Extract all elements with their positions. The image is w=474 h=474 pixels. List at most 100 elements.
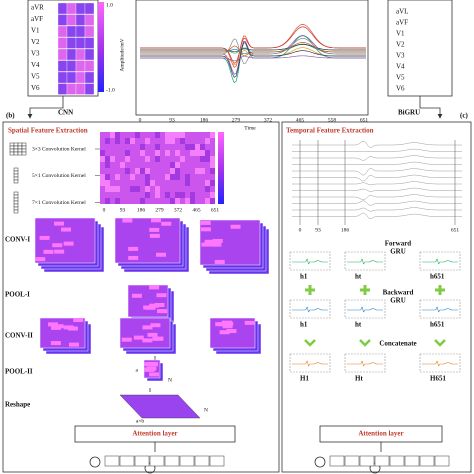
lead-label: aVF [31, 15, 43, 23]
heat-cell [135, 186, 140, 192]
tick-label: 558 [328, 117, 337, 123]
heat-cell [200, 168, 205, 174]
heat-cell [190, 198, 195, 204]
wave [347, 306, 383, 313]
state-box [344, 299, 386, 319]
kernel [21, 151, 27, 156]
heat-cell [135, 168, 140, 174]
heat-cell [190, 192, 195, 198]
blob [52, 243, 63, 248]
lead-label: V3 [31, 50, 40, 58]
heat-cell [210, 180, 215, 186]
blob [226, 329, 237, 334]
blob [128, 246, 139, 251]
heat-cell [170, 132, 175, 138]
kernel [17, 142, 23, 147]
blob [200, 227, 211, 232]
h-box [194, 455, 210, 467]
heat-cell [155, 144, 160, 150]
blob [149, 303, 160, 308]
wave [347, 258, 383, 265]
ecg-trace [292, 187, 462, 192]
heat-cell [170, 168, 175, 174]
heat-cell [170, 198, 175, 204]
blob [35, 257, 46, 262]
blob [149, 233, 160, 238]
heat-cell [210, 192, 215, 198]
lead-label: V5 [31, 73, 40, 81]
h-box [404, 455, 420, 467]
heat-cell [135, 132, 140, 138]
blob [54, 221, 65, 226]
ecg-trace [140, 38, 366, 64]
state-label: h1 [300, 321, 308, 329]
lead-label: V6 [31, 84, 40, 92]
lead-label: V1 [396, 30, 405, 38]
cell [84, 2, 95, 15]
h-box [134, 455, 150, 467]
tick-label: 279 [232, 117, 241, 123]
blob [54, 249, 65, 254]
heat-cell [175, 168, 180, 174]
blob [146, 366, 157, 371]
blob [147, 361, 158, 366]
blob [204, 239, 215, 244]
heat-cell [205, 138, 210, 144]
heat-cell [120, 162, 125, 168]
tick-label: 186 [341, 227, 350, 233]
ecg-trace [292, 194, 462, 201]
heat-cell [105, 174, 110, 180]
colorbar [98, 2, 104, 92]
blob [133, 335, 144, 340]
kernel [13, 179, 19, 184]
heat-cell [110, 132, 115, 138]
cell [57, 48, 68, 61]
kernel [13, 148, 19, 153]
heat-cell [210, 132, 215, 138]
lead-label: V5 [396, 74, 405, 82]
heat-cell [195, 150, 200, 156]
cell [75, 2, 86, 15]
blob [222, 324, 233, 329]
plus [435, 285, 445, 295]
blob [219, 330, 230, 335]
heat-cell [155, 132, 160, 138]
kernel [9, 142, 15, 147]
cell [75, 14, 86, 26]
kernel [17, 151, 23, 156]
feature-map [34, 217, 96, 264]
kernel [17, 145, 23, 150]
heat-cell [200, 150, 205, 156]
cell [84, 14, 95, 26]
blob [60, 227, 71, 232]
blob [149, 285, 160, 290]
heat-cell [105, 156, 110, 162]
blob [156, 252, 167, 257]
heat-cell [195, 168, 200, 174]
heat-cell [180, 156, 185, 162]
lead-label: V1 [31, 27, 40, 35]
heat-cell [155, 150, 160, 156]
ecg-trace [292, 161, 462, 165]
cell [84, 25, 95, 38]
tick-label: 279 [155, 207, 164, 213]
label: Concatenate [379, 340, 416, 348]
blob [39, 235, 50, 240]
colorbar [218, 132, 224, 204]
heat-cell [165, 150, 170, 156]
label: GRU [390, 248, 406, 256]
label: Reshape [5, 401, 30, 409]
heat-cell [140, 198, 145, 204]
heat-cell [165, 174, 170, 180]
blob [51, 325, 62, 330]
heat-cell [130, 138, 135, 144]
state-label: h651 [430, 273, 445, 281]
lead-label: V4 [396, 63, 405, 71]
ecg-trace [292, 212, 462, 219]
cell [66, 60, 77, 72]
kernel [13, 194, 19, 199]
blob [131, 293, 142, 298]
label: Spatial Feature Extraction [8, 127, 88, 135]
wave [292, 306, 328, 313]
heat-cell [105, 186, 110, 192]
